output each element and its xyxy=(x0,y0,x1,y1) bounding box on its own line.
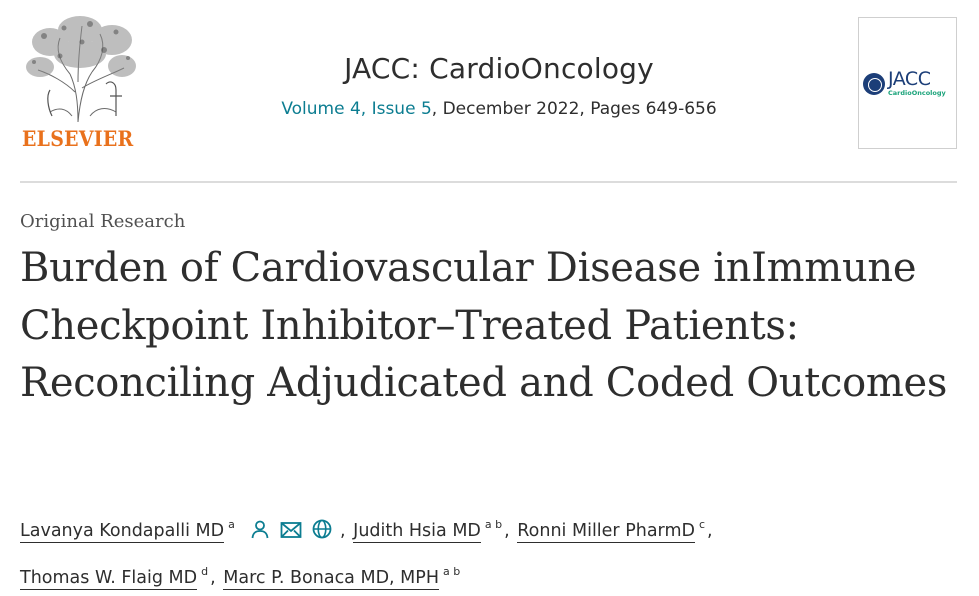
globe-icon[interactable] xyxy=(312,515,332,553)
tree-icon xyxy=(26,16,136,123)
journal-title-link[interactable]: JACC: CardioOncology xyxy=(344,52,654,85)
affiliation-sup[interactable]: c xyxy=(698,518,706,531)
volume-issue-link[interactable]: Volume 4, Issue 5 xyxy=(281,99,432,119)
affiliation-sup[interactable]: a b xyxy=(484,518,503,531)
cover-logo: JACC CardioOncology xyxy=(863,70,946,97)
author-link[interactable]: Judith Hsia MD xyxy=(353,521,481,543)
header-divider xyxy=(20,181,957,183)
article-title: Burden of Cardiovascular Disease inImmun… xyxy=(20,245,948,406)
cover-text: JACC CardioOncology xyxy=(888,68,946,98)
affiliation-sup[interactable]: a b xyxy=(442,565,461,578)
article-type: Original Research xyxy=(20,211,186,232)
author-list: Lavanya Kondapalli MD a , Judith Hsia MD a… xyxy=(20,506,960,596)
author-link[interactable]: Ronni Miller PharmD xyxy=(517,521,695,543)
author-link[interactable]: Thomas W. Flaig MD xyxy=(20,568,198,590)
author-separator: , xyxy=(340,521,346,541)
issue-details: , December 2022, Pages 649-656 xyxy=(431,99,717,119)
author-separator: , xyxy=(504,521,510,541)
author-link[interactable]: Lavanya Kondapalli MD xyxy=(20,521,225,543)
acc-seal-icon xyxy=(863,72,885,95)
affiliation-sup[interactable]: a xyxy=(228,518,235,531)
publisher-logo[interactable] xyxy=(20,12,142,152)
issue-line: Volume 4, Issue 5, December 2022, Pages … xyxy=(250,99,748,119)
author-link[interactable]: Marc P. Bonaca MD, MPH xyxy=(223,568,439,590)
journal-info: JACC: CardioOncology Volume 4, Issue 5, … xyxy=(250,52,748,119)
cover-subtitle: CardioOncology xyxy=(888,89,946,97)
author-separator: , xyxy=(707,521,713,541)
publisher-name: ELSEVIER xyxy=(22,126,134,151)
cover-brand: JACC xyxy=(888,68,931,90)
author-separator: , xyxy=(210,568,216,588)
affiliation-sup[interactable]: d xyxy=(201,565,209,578)
person-icon[interactable] xyxy=(250,515,270,553)
envelope-icon[interactable] xyxy=(280,515,302,553)
journal-cover[interactable]: JACC CardioOncology xyxy=(858,17,957,149)
